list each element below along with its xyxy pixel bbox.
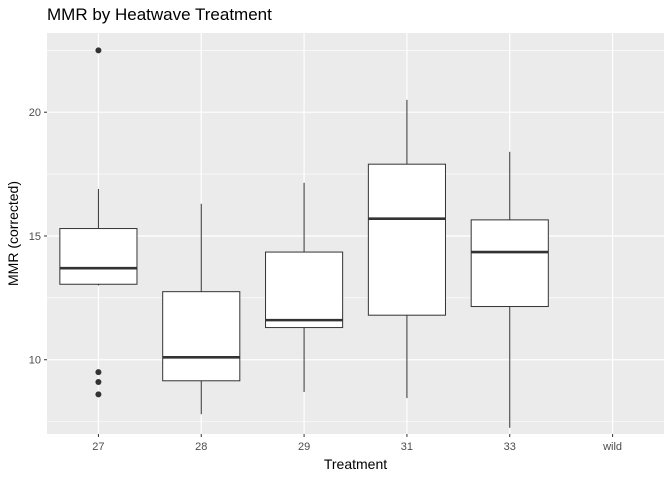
- outlier-point: [95, 47, 102, 54]
- box-28: [162, 203, 241, 415]
- x-tick-label: 28: [195, 441, 207, 453]
- x-tick-label: wild: [602, 441, 622, 453]
- box-31: [367, 99, 446, 399]
- tick-layer: 10 15 20 27 28 29 31 33 wild: [29, 107, 622, 453]
- box-29: [265, 182, 344, 392]
- box-27: [59, 47, 138, 398]
- box-layer: [59, 47, 549, 428]
- x-tick-label: 29: [298, 441, 310, 453]
- x-axis-title: Treatment: [324, 456, 387, 472]
- y-axis-title: MMR (corrected): [5, 181, 21, 286]
- box-body: [59, 228, 138, 285]
- box-body: [470, 219, 549, 308]
- x-tick-label: 31: [401, 441, 413, 453]
- box-body: [162, 291, 241, 382]
- chart-title: MMR by Heatwave Treatment: [47, 5, 272, 24]
- box-body: [265, 251, 344, 329]
- y-tick-label: 15: [29, 231, 41, 243]
- y-tick-label: 10: [29, 355, 41, 367]
- plot-background: [47, 33, 664, 434]
- x-tick-label: 27: [92, 441, 104, 453]
- x-tick-label: 33: [504, 441, 516, 453]
- y-tick-label: 20: [29, 107, 41, 119]
- box-33: [470, 151, 549, 428]
- outlier-point: [95, 379, 102, 386]
- outlier-point: [95, 391, 102, 398]
- outlier-point: [95, 369, 102, 376]
- box-body: [367, 163, 446, 316]
